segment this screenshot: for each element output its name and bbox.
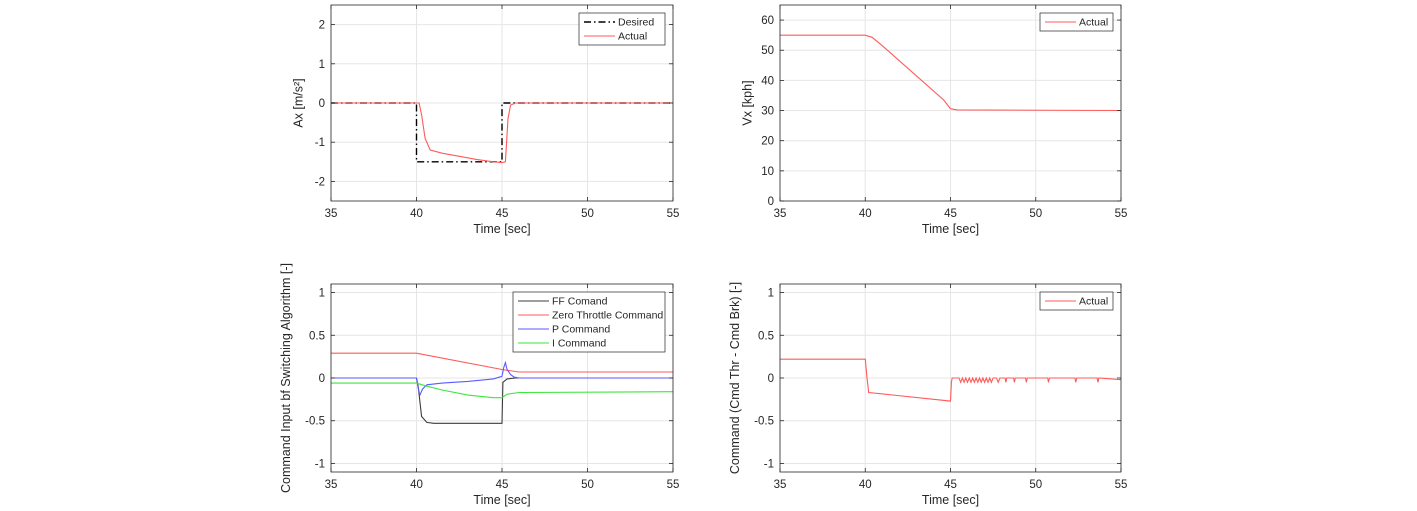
x-tick-label: 40: [859, 479, 872, 491]
x-tick-label: 55: [667, 479, 680, 491]
legend: Actual: [1039, 12, 1114, 32]
x-tick-label: 35: [774, 479, 787, 491]
legend-label: I Command: [552, 338, 606, 350]
legend: FF Comand Zero Throttle Command P Command I…: [512, 291, 666, 353]
y-tick-label: 20: [761, 136, 774, 148]
x-axis-label: Time [sec]: [922, 493, 979, 507]
y-tick-label: 1: [768, 288, 774, 300]
series-line-actual: [780, 358, 1122, 402]
legend-box: [1039, 291, 1114, 311]
x-tick-label: 55: [1115, 479, 1128, 491]
x-tick-label: 45: [944, 208, 957, 220]
y-tick-label: 0.5: [758, 330, 774, 342]
y-tick-label: 60: [761, 15, 774, 27]
x-tick-label: 50: [581, 208, 594, 220]
x-tick-label: 40: [410, 208, 423, 220]
series-line-p-command: [331, 360, 673, 397]
legend-label: Actual: [1079, 296, 1108, 308]
legend-box: [578, 12, 666, 46]
y-axis-label: Command (Cmd Thr - Cmd Brk) [-]: [728, 282, 742, 474]
x-tick-label: 45: [496, 208, 509, 220]
x-tick-label: 50: [1029, 208, 1042, 220]
series-line-zero-throttle-command: [331, 352, 673, 373]
x-tick-label: 40: [859, 208, 872, 220]
legend: Actual: [1039, 291, 1114, 311]
x-tick-label: 45: [496, 479, 509, 491]
y-tick-label: 0.5: [309, 330, 325, 342]
x-tick-label: 40: [410, 479, 423, 491]
y-tick-label: 0: [319, 98, 325, 110]
legend-label: Actual: [1079, 17, 1108, 29]
x-tick-label: 35: [325, 208, 338, 220]
chart-panel-4: 35 40 45 50 55 -1 -0.5 0 0.5 1 Time [sec] Command (…: [728, 282, 1127, 507]
y-tick-label: 0: [319, 373, 325, 385]
legend-label: Zero Throttle Command: [552, 310, 663, 322]
y-tick-label: -1: [315, 458, 325, 470]
legend-box: [1039, 12, 1114, 32]
y-tick-label: 50: [761, 45, 774, 57]
y-axis-label: Vx [kph]: [741, 80, 755, 125]
chart-panel-1: 35 40 45 50 55 -2 -1 0 1 2 Time [sec] Ax [m/s²] Desi…: [292, 4, 680, 236]
y-tick-label: -1: [315, 137, 325, 149]
y-tick-label: 40: [761, 75, 774, 87]
x-axis-label: Time [sec]: [922, 222, 979, 236]
chart-panel-2: 35 40 45 50 55 0 10 20 30 40 50 60 Time [sec] Vx [kph…: [741, 4, 1128, 236]
y-tick-label: 1: [319, 288, 325, 300]
y-tick-label: -0.5: [754, 416, 774, 428]
x-tick-label: 55: [667, 208, 680, 220]
legend-label: Desired: [618, 17, 654, 29]
y-tick-label: 2: [319, 20, 325, 32]
y-tick-label: 30: [761, 106, 774, 118]
x-tick-label: 35: [774, 208, 787, 220]
y-axis-label: Command Input bf Switching Algorithm [-]: [279, 263, 293, 493]
y-tick-label: -2: [315, 176, 325, 188]
chart-panel-3: 35 40 45 50 55 -1 -0.5 0 0.5 1 Time [sec] Command I…: [279, 263, 679, 507]
y-tick-label: 10: [761, 166, 774, 178]
legend-label: Actual: [618, 31, 647, 43]
y-axis-label: Ax [m/s²]: [292, 78, 306, 127]
x-tick-label: 45: [944, 479, 957, 491]
x-tick-label: 50: [1029, 479, 1042, 491]
legend-box: [512, 291, 666, 353]
series-line-actual: [780, 34, 1122, 112]
series-line-i-command: [331, 382, 674, 399]
x-tick-label: 35: [325, 479, 338, 491]
x-tick-label: 55: [1115, 208, 1128, 220]
x-axis-label: Time [sec]: [473, 493, 530, 507]
x-tick-label: 50: [581, 479, 594, 491]
series-line-actual: [331, 102, 673, 164]
y-tick-label: -1: [764, 458, 774, 470]
legend-label: P Command: [552, 324, 610, 336]
y-tick-label: 0: [768, 196, 774, 208]
y-tick-label: 1: [319, 59, 325, 71]
y-tick-label: -0.5: [305, 416, 325, 428]
y-tick-label: 0: [768, 373, 774, 385]
legend: Desired Actual: [578, 12, 666, 46]
legend-label: FF Comand: [552, 296, 608, 308]
x-axis-label: Time [sec]: [473, 222, 530, 236]
